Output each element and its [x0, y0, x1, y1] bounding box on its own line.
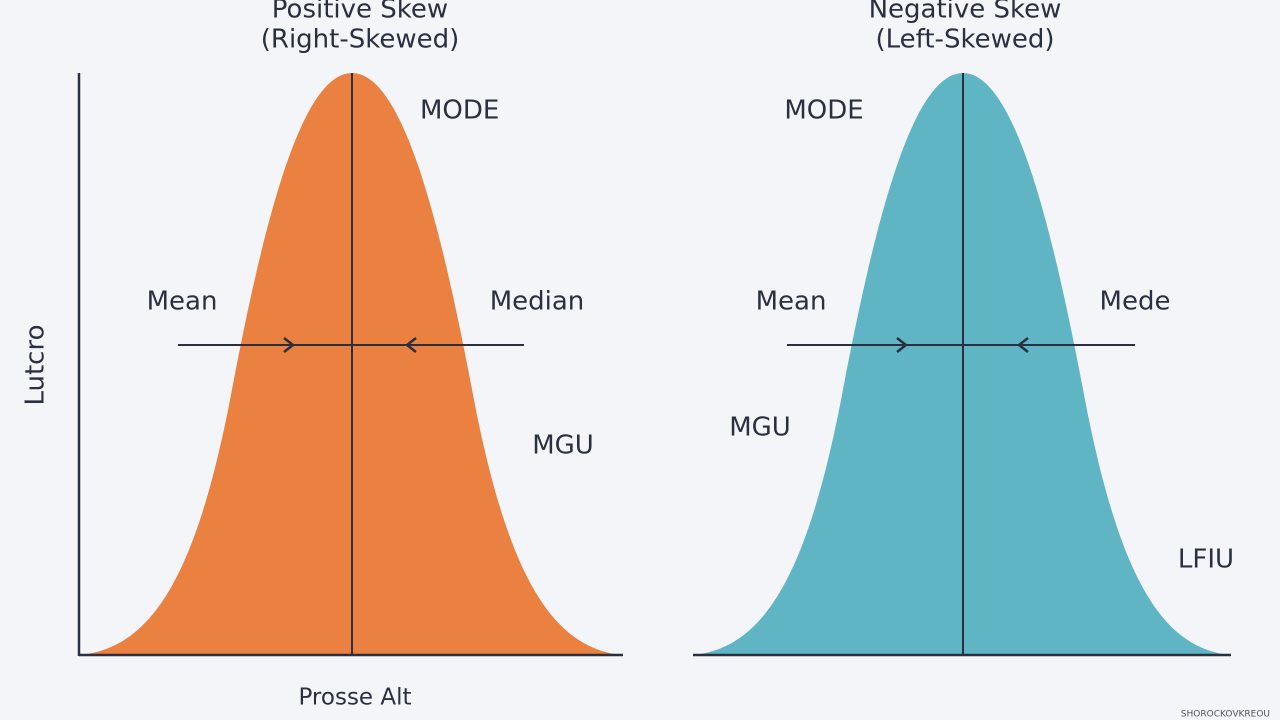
left-skew-curve [693, 73, 1230, 655]
watermark: SHOROCKOVKREOU [1181, 710, 1270, 720]
subtitle: (Left-Skewed) [876, 25, 1055, 55]
title: Positive Skew [272, 0, 448, 25]
label: MODE [420, 96, 499, 126]
x-axis-label: Prosse Alt [298, 685, 411, 711]
label: MGU [532, 431, 594, 461]
arrow-left [404, 337, 417, 353]
label: Mean [756, 287, 827, 317]
title: Negative Skew [869, 0, 1062, 25]
arrow-left [1016, 337, 1029, 353]
label: Mean [147, 287, 218, 317]
arrow-right [283, 337, 296, 353]
y-axis-label: Lutcro [21, 324, 51, 405]
label: Mede [1100, 287, 1171, 317]
label: LFIU [1178, 545, 1234, 575]
label: MGU [729, 413, 791, 443]
label: MODE [784, 96, 863, 126]
arrow-right [896, 337, 909, 353]
label: Median [490, 287, 585, 317]
subtitle: (Right-Skewed) [261, 25, 460, 55]
